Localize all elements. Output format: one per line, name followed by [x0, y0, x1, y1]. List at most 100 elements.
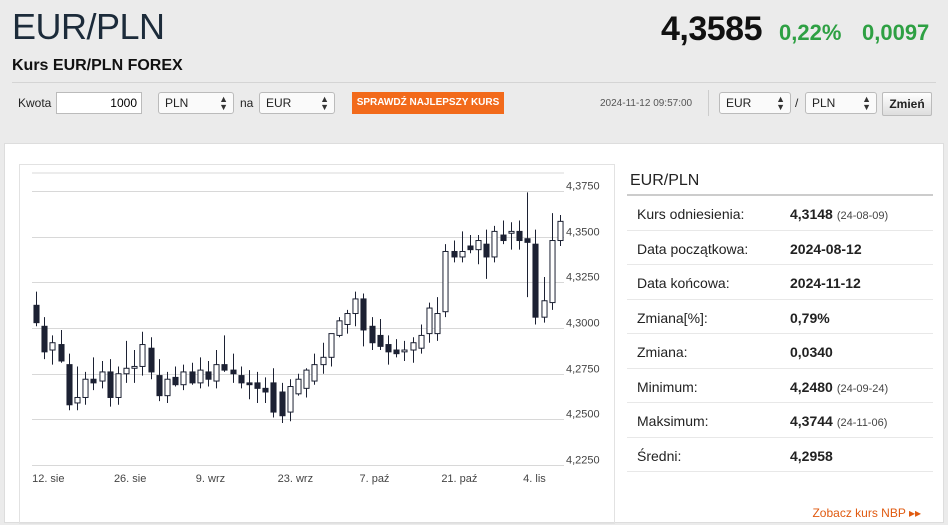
- stats-title: EUR/PLN: [627, 166, 933, 196]
- timestamp: 2024-11-12 09:57:00: [600, 98, 693, 109]
- candle-body: [508, 230, 515, 234]
- candle-body: [475, 240, 482, 251]
- candle-body: [401, 349, 408, 353]
- stats-row: Minimum: 4,2480 (24-09-24): [627, 369, 933, 403]
- candle-body: [246, 382, 253, 386]
- y-tick-label: 4,2750: [566, 364, 600, 376]
- slash-separator: /: [795, 96, 799, 110]
- candle-body: [254, 382, 261, 389]
- candle-body: [549, 240, 556, 304]
- from-currency-value: PLN: [165, 96, 189, 110]
- stats-row-value-text: 4,2480: [790, 378, 833, 395]
- pair-title: EUR/PLN: [12, 6, 165, 47]
- candle-body: [303, 369, 310, 389]
- select-arrows-icon: ▲ ▼: [320, 94, 329, 112]
- candle-body: [164, 378, 171, 397]
- stats-row-date: (24-11-06): [836, 417, 888, 429]
- stats-row-label: Data końcowa:: [637, 275, 730, 291]
- stats-row-value-text: 2024-11-12: [790, 275, 861, 291]
- candle-body: [410, 342, 417, 351]
- candle-body: [352, 298, 359, 315]
- stats-row-date: (24-09-24): [836, 382, 889, 395]
- stats-row-label: Zmiana[%]:: [637, 309, 708, 326]
- stats-row-label: Maksimum:: [637, 413, 709, 429]
- candle-body: [451, 250, 458, 258]
- candle-body: [483, 243, 490, 258]
- content-panel: 4,3750 4,3500 4,3250 4,3000 4,2750 4,2500 4,22…: [4, 143, 944, 525]
- stats-row: Kurs odniesienia: 4,3148 (24-08-09): [627, 196, 933, 231]
- stats-row-value-text: 4,3744: [790, 413, 833, 429]
- candle-body: [33, 304, 40, 324]
- candle-body: [336, 320, 343, 336]
- candle-body: [139, 344, 146, 367]
- x-tick-label: 23. wrz: [278, 473, 313, 485]
- pair-from-select[interactable]: EUR ▲ ▼: [719, 92, 791, 114]
- pair-to-select[interactable]: PLN ▲ ▼: [805, 92, 877, 114]
- amount-label: Kwota: [18, 96, 52, 110]
- y-tick-label: 4,3750: [566, 181, 600, 193]
- candle-body: [197, 369, 204, 384]
- stats-row: Data początkowa: 2024-08-12: [627, 231, 933, 265]
- select-arrows-icon: ▲ ▼: [219, 94, 228, 112]
- stats-row-value: 2024-08-12: [790, 241, 866, 257]
- candle-body: [541, 300, 548, 318]
- stats-row: Data końcowa: 2024-11-12: [627, 265, 933, 300]
- stats-row-label: Minimum:: [637, 378, 698, 395]
- candle-body: [99, 371, 106, 382]
- amount-input[interactable]: [56, 92, 142, 114]
- to-currency-select[interactable]: EUR ▲ ▼: [259, 92, 335, 114]
- stats-row-value-text: 0,0340: [790, 344, 833, 360]
- candle-body: [369, 325, 376, 344]
- candlestick-chart[interactable]: 4,3750 4,3500 4,3250 4,3000 4,2750 4,2500 4,22…: [20, 165, 614, 525]
- candle-body: [49, 342, 56, 351]
- candle-body: [230, 369, 237, 375]
- candle-body: [82, 378, 89, 398]
- candle-body: [156, 375, 163, 397]
- candle-body: [393, 349, 400, 355]
- candle-body: [107, 371, 114, 398]
- y-tick-label: 4,3500: [566, 227, 600, 239]
- stats-row-value: 4,3744 (24-11-06): [790, 413, 887, 429]
- candle-body: [459, 250, 466, 258]
- candle-body: [180, 371, 187, 386]
- from-currency-select[interactable]: PLN ▲ ▼: [158, 92, 234, 114]
- stats-row-label: Kurs odniesienia:: [637, 206, 745, 222]
- stats-row-value: 2024-11-12: [790, 275, 865, 291]
- x-tick-label: 4. lis: [523, 473, 546, 485]
- na-label: na: [240, 96, 254, 110]
- stats-row-value: 0,0340: [790, 344, 837, 360]
- candle-body: [320, 356, 327, 366]
- change-pair-button[interactable]: Zmień: [882, 92, 932, 116]
- stats-row-value: 4,3148 (24-08-09): [790, 206, 888, 222]
- nbp-rate-link[interactable]: Zobacz kurs NBP ▸▸: [812, 506, 921, 520]
- candle-body: [500, 234, 507, 242]
- x-tick-label: 21. paź: [441, 473, 477, 485]
- stats-row-date: (24-08-09): [836, 210, 889, 222]
- candle-body: [516, 230, 523, 242]
- stats-row-value-text: 0,79%: [790, 309, 830, 326]
- candle-body: [221, 364, 228, 371]
- stats-panel: EUR/PLN Kurs odniesienia: 4,3148 (24-08-09…: [627, 166, 933, 520]
- select-arrows-icon: ▲ ▼: [862, 94, 871, 112]
- candle-body: [344, 313, 351, 325]
- candle-body: [148, 347, 155, 373]
- best-rate-button[interactable]: SPRAWDŹ NAJLEPSZY KURS: [352, 92, 504, 114]
- candle-body: [557, 220, 564, 242]
- candle-body: [213, 364, 220, 382]
- x-tick-label: 12. sie: [32, 473, 64, 485]
- candle-body: [279, 391, 286, 417]
- to-currency-value: EUR: [266, 96, 292, 110]
- candle-body: [287, 386, 294, 413]
- select-arrows-icon: ▲ ▼: [776, 94, 785, 112]
- change-percent: 0,22%: [779, 20, 842, 45]
- change-absolute: 0,0097: [862, 20, 930, 45]
- candle-body: [131, 365, 138, 369]
- candle-body: [238, 375, 245, 384]
- candle-body: [418, 334, 425, 349]
- x-tick-label: 9. wrz: [196, 473, 225, 485]
- candle-body: [467, 245, 474, 251]
- y-tick-label: 4,3000: [566, 318, 600, 330]
- pair-from-value: EUR: [726, 96, 752, 110]
- header-divider: [12, 82, 936, 83]
- x-tick-label: 7. paź: [359, 473, 389, 485]
